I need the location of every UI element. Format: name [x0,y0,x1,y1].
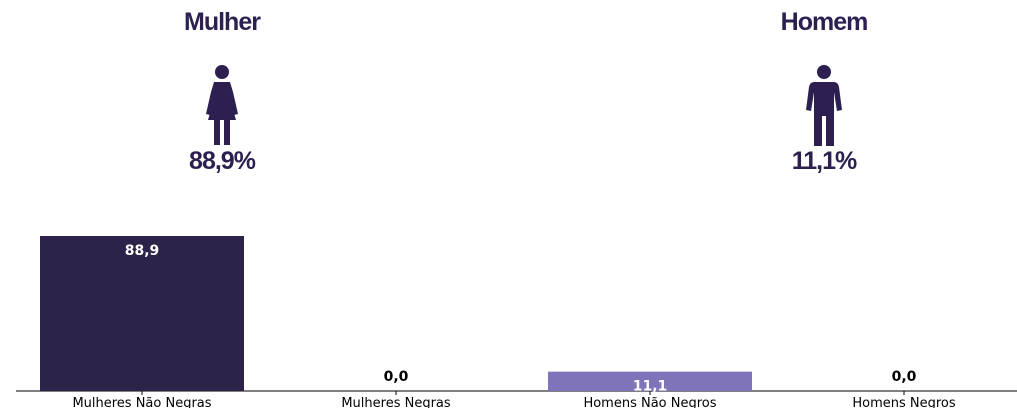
category-label-2: Mulheres Negras [341,396,451,408]
value-label-3: 11,1 [633,379,668,395]
bar-1 [40,236,244,391]
value-label-4: 0,0 [892,369,917,385]
male-title: Homem [780,8,869,36]
female-percent: 88,9% [189,147,256,175]
category-label-1: Mulheres Não Negras [72,396,211,408]
category-label-4: Homens Negros [852,396,956,408]
man-icon [806,65,842,146]
value-label-2: 0,0 [384,369,409,385]
woman-icon [206,65,238,145]
female-title: Mulher [184,8,261,36]
category-label-3: Homens Não Negros [583,396,716,408]
bar-3 [548,371,752,391]
female-panel: Mulher 88,9% [122,0,322,180]
value-label-1: 88,9 [125,243,160,259]
male-panel: Homem 11,1% [724,0,924,180]
male-percent: 11,1% [791,147,858,175]
